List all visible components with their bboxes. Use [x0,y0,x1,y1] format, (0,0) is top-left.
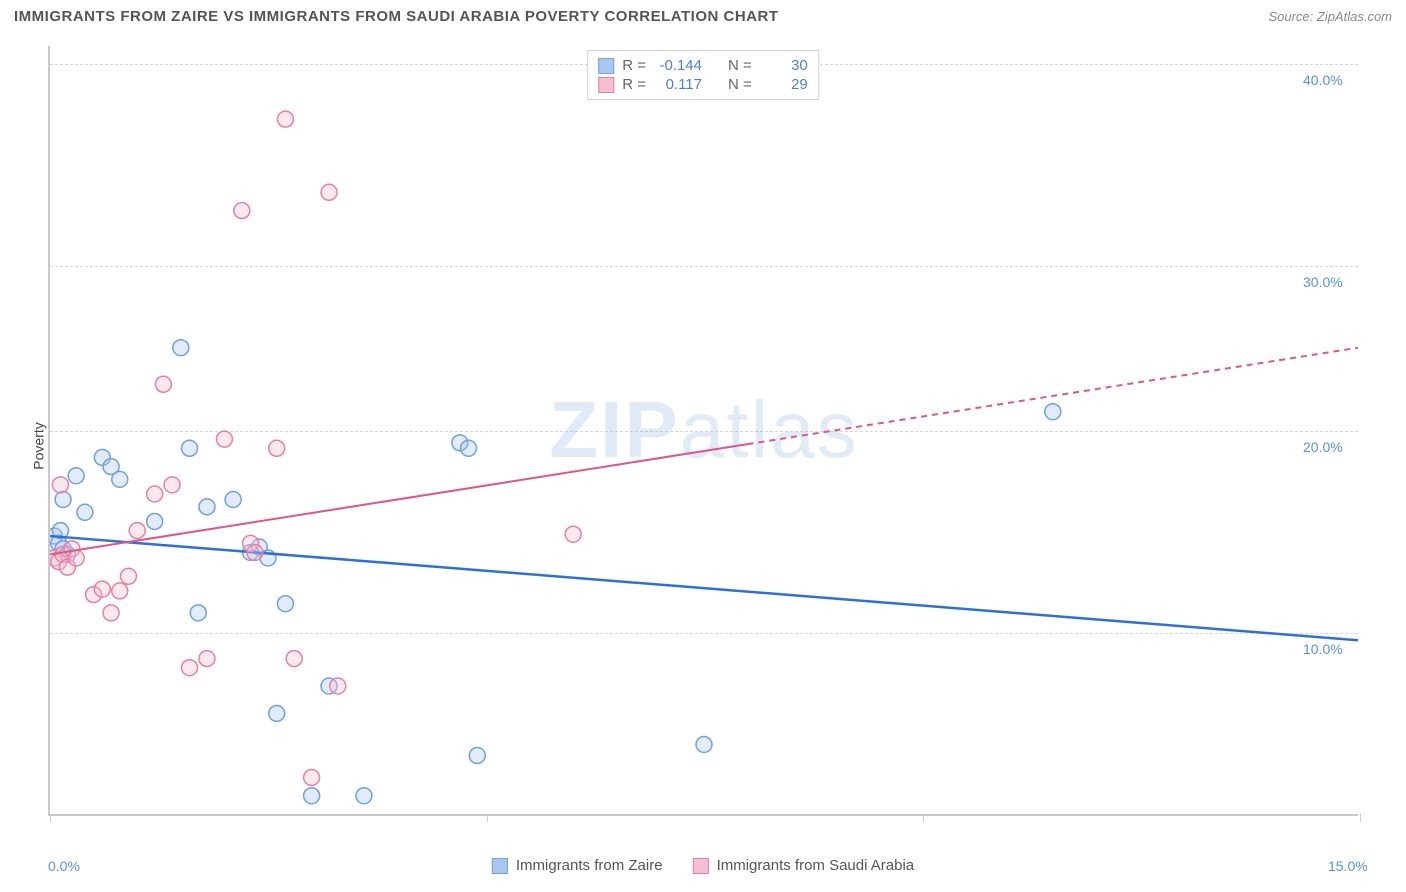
data-point [286,651,302,667]
n-label: N = [728,76,752,93]
data-point [269,440,285,456]
r-value-saudi: 0.117 [654,76,702,93]
data-point [269,705,285,721]
data-point [304,788,320,804]
correlation-legend: R = -0.144 N = 30 R = 0.117 N = 29 [587,50,819,100]
data-point [225,492,241,508]
data-point [1045,404,1061,420]
legend-item-zaire: Immigrants from Zaire [492,857,663,874]
trend-line-dashed [748,348,1358,444]
data-point [190,605,206,621]
data-point [247,545,263,561]
r-value-zaire: -0.144 [654,57,702,74]
data-point [277,596,293,612]
legend-item-saudi: Immigrants from Saudi Arabia [693,857,915,874]
series-name-saudi: Immigrants from Saudi Arabia [717,857,915,874]
data-point [182,440,198,456]
x-tick [50,814,51,822]
data-point [68,468,84,484]
x-tick-label: 15.0% [1328,858,1368,874]
data-point [55,492,71,508]
data-point [199,499,215,515]
data-point [77,504,93,520]
chart-plot-area: ZIPatlas [48,46,1358,816]
data-point [330,678,346,694]
data-point [112,583,128,599]
data-point [68,550,84,566]
swatch-saudi-bottom [693,858,709,874]
data-point [147,513,163,529]
swatch-zaire [598,58,614,74]
data-point [461,440,477,456]
swatch-zaire-bottom [492,858,508,874]
data-point [173,340,189,356]
data-point [52,477,68,493]
data-point [356,788,372,804]
data-point [565,526,581,542]
source-attribution: Source: ZipAtlas.com [1268,9,1392,24]
chart-title: IMMIGRANTS FROM ZAIRE VS IMMIGRANTS FROM… [14,8,779,25]
data-point [103,605,119,621]
x-tick [923,814,924,822]
x-tick-label: 0.0% [48,858,80,874]
n-value-zaire: 30 [760,57,808,74]
legend-row-zaire: R = -0.144 N = 30 [598,57,808,74]
data-point [155,376,171,392]
data-point [321,184,337,200]
data-point [216,431,232,447]
data-point [164,477,180,493]
data-point [277,111,293,127]
data-point [129,523,145,539]
data-point [469,748,485,764]
n-label: N = [728,57,752,74]
series-legend: Immigrants from Zaire Immigrants from Sa… [492,857,914,874]
y-axis-label: Poverty [31,422,47,469]
series-name-zaire: Immigrants from Zaire [516,857,663,874]
data-point [304,769,320,785]
data-point [182,660,198,676]
chart-svg [50,46,1358,814]
r-label: R = [622,57,646,74]
data-point [234,203,250,219]
data-point [147,486,163,502]
data-point [199,651,215,667]
swatch-saudi [598,77,614,93]
x-tick [1360,814,1361,822]
legend-row-saudi: R = 0.117 N = 29 [598,76,808,93]
data-point [94,581,110,597]
r-label: R = [622,76,646,93]
n-value-saudi: 29 [760,76,808,93]
trend-line [50,536,1358,640]
data-point [696,737,712,753]
data-point [112,471,128,487]
data-point [120,568,136,584]
x-tick [487,814,488,822]
